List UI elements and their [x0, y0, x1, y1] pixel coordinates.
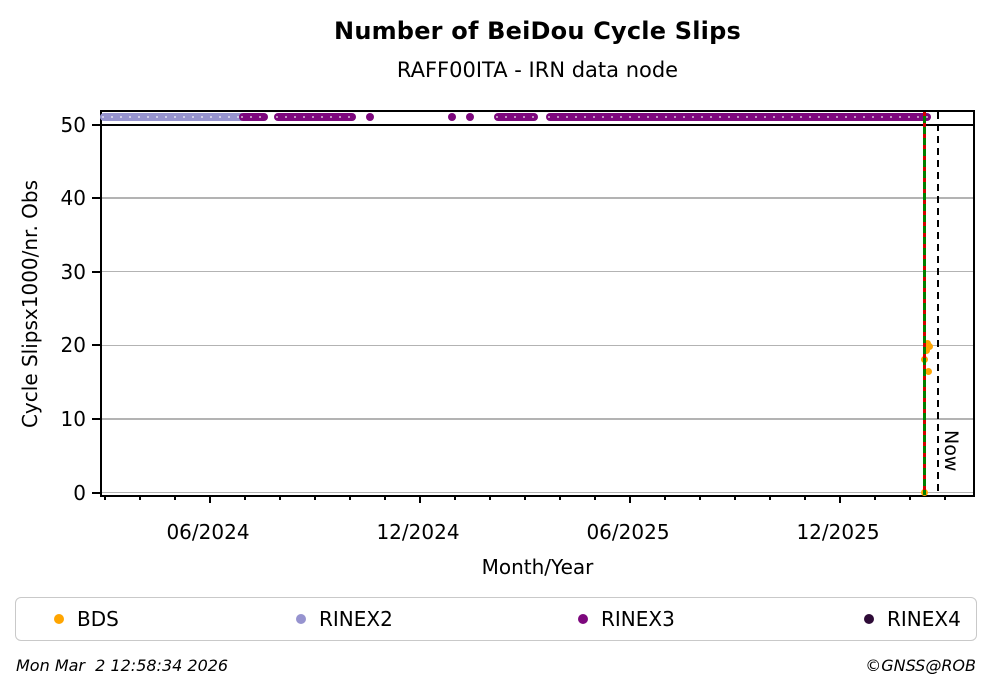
x-minor-tick	[699, 495, 701, 500]
x-minor-tick	[454, 495, 456, 500]
chart-title: Number of BeiDou Cycle Slips	[334, 17, 741, 45]
y-tick	[92, 417, 101, 420]
rinex3-band	[238, 113, 268, 122]
gridline	[102, 418, 973, 420]
rinex3-dot	[365, 113, 374, 122]
x-axis-label: Month/Year	[481, 555, 594, 579]
legend-label: RINEX2	[319, 606, 393, 631]
rinex3-band	[546, 113, 931, 122]
rinex2-band	[99, 113, 245, 122]
gridline	[102, 344, 973, 347]
y-tick-label: 40	[60, 186, 86, 211]
bds-point	[926, 342, 934, 350]
x-tick-label: 12/2025	[796, 520, 880, 544]
x-minor-tick	[594, 495, 596, 500]
y-tick-label: 20	[60, 333, 86, 358]
band-marker-gaps	[240, 116, 266, 119]
bds-point	[925, 368, 933, 376]
x-minor-tick	[734, 495, 736, 500]
y-axis-label: Cycle Slipsx1000/nr. Obs	[18, 179, 42, 429]
gridline	[102, 491, 973, 494]
rinex3-dot	[466, 113, 475, 122]
x-minor-tick	[664, 495, 666, 500]
legend-item-bds: BDS	[54, 598, 119, 639]
y-tick-label: 0	[73, 480, 86, 505]
x-minor-tick	[874, 495, 876, 500]
chart-subtitle: RAFF00ITA - IRN data node	[396, 58, 679, 82]
x-minor-tick	[559, 495, 561, 500]
y-tick	[92, 344, 101, 347]
band-marker-gaps	[548, 116, 929, 119]
rinex3-dot	[447, 113, 456, 122]
legend: BDS RINEX2 RINEX3 RINEX4	[15, 597, 977, 641]
copyright: ©GNSS@ROB	[865, 656, 976, 675]
gridline	[102, 270, 973, 273]
event-line	[922, 112, 926, 495]
x-minor-tick	[489, 495, 491, 500]
rinex3-band	[494, 113, 539, 122]
x-minor-tick	[349, 495, 351, 500]
legend-label: BDS	[77, 606, 119, 631]
rinex2-marker-icon	[296, 613, 306, 624]
x-minor-tick	[804, 495, 806, 500]
x-minor-tick	[384, 495, 386, 500]
plot-area: Now 0 10 20 30 40 50	[61, 110, 975, 505]
y-tick-label: 30	[60, 259, 86, 284]
x-minor-tick	[769, 495, 771, 500]
legend-item-rinex4: RINEX4	[864, 598, 961, 639]
x-minor-tick	[314, 495, 316, 500]
y-tick	[92, 491, 101, 494]
y-tick	[92, 197, 101, 200]
x-minor-tick	[244, 495, 246, 500]
now-label: Now	[940, 430, 962, 472]
x-minor-tick	[174, 495, 176, 500]
band-marker-gaps	[496, 116, 537, 119]
timestamp: Mon Mar 2 12:58:34 2026	[16, 656, 229, 675]
x-tick-label: 06/2025	[586, 520, 670, 544]
x-major-tick	[629, 495, 631, 503]
x-minor-tick	[139, 495, 141, 500]
y-tick-label: 10	[60, 406, 86, 431]
legend-label: RINEX3	[601, 606, 675, 631]
x-major-tick	[419, 495, 421, 503]
y-tick	[92, 270, 101, 273]
rinex3-marker-icon	[578, 613, 588, 624]
x-minor-tick	[104, 495, 106, 500]
legend-item-rinex2: RINEX2	[296, 598, 393, 639]
x-minor-tick	[524, 495, 526, 500]
rinex3-band	[273, 113, 357, 122]
x-major-tick	[209, 495, 211, 503]
cap-line	[102, 123, 973, 126]
y-tick	[92, 123, 101, 126]
x-minor-tick	[944, 495, 946, 500]
legend-item-rinex3: RINEX3	[578, 598, 675, 639]
gridline	[102, 197, 973, 199]
x-minor-tick	[909, 495, 911, 500]
band-marker-gaps	[275, 116, 355, 119]
y-tick-label: 50	[60, 112, 86, 137]
x-tick-label: 06/2024	[166, 520, 250, 544]
bds-marker-icon	[54, 613, 64, 624]
x-minor-tick	[279, 495, 281, 500]
x-tick-label: 12/2024	[376, 520, 460, 544]
x-major-tick	[839, 495, 841, 503]
rinex4-marker-icon	[864, 613, 874, 624]
now-line	[936, 112, 940, 495]
band-marker-gaps	[101, 116, 243, 119]
legend-label: RINEX4	[887, 606, 961, 631]
bds-point	[922, 346, 930, 354]
